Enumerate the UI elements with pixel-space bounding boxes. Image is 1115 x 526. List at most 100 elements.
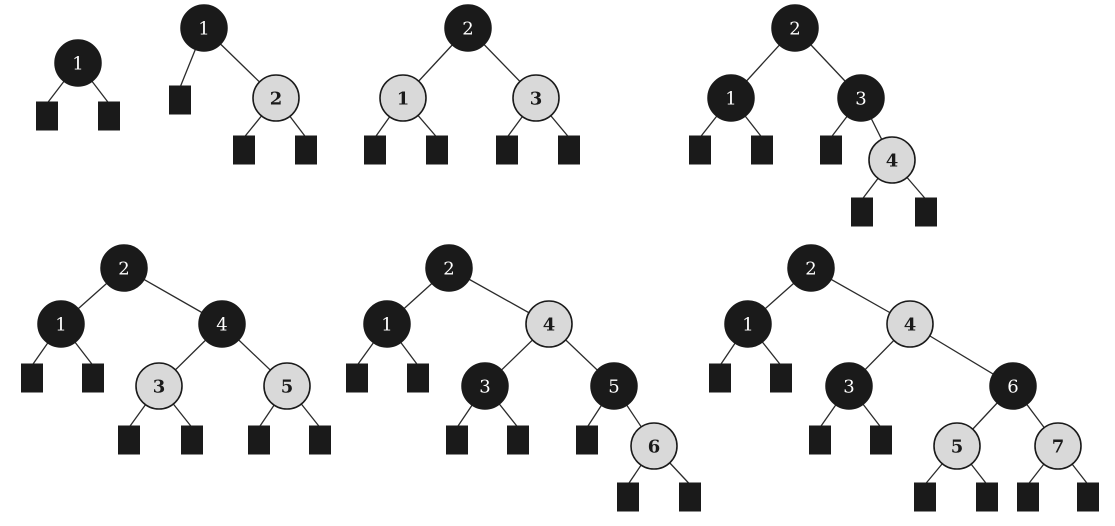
tree-6-node-4: 4 — [525, 300, 573, 348]
node-circle — [363, 300, 411, 348]
tree-2-node-1: 1 — [180, 4, 228, 52]
node-key-label: 4 — [904, 315, 917, 336]
tree-6-node-1: 1 — [363, 300, 411, 348]
node-circle — [198, 300, 246, 348]
tree-7-node-6: 6 — [989, 362, 1037, 410]
tree-5-node-1: 1 — [37, 300, 85, 348]
tree-6-node-2: 2 — [425, 244, 473, 292]
tree-6-nil-leaf — [679, 482, 701, 512]
tree-6-nil-leaf — [617, 482, 639, 512]
tree-7-node-1: 1 — [724, 300, 772, 348]
node-key-label: 2 — [443, 259, 454, 280]
node-circle — [771, 4, 819, 52]
tree-3-nil-leaf — [496, 135, 518, 165]
tree-4-node-2: 2 — [771, 4, 819, 52]
tree-7-nil-leaf — [976, 482, 998, 512]
node-circle — [825, 362, 873, 410]
tree-5-node-4: 4 — [198, 300, 246, 348]
tree-7-node-3: 3 — [825, 362, 873, 410]
tree-5-nil-leaf — [82, 363, 104, 393]
tree-5-nil-leaf — [21, 363, 43, 393]
node-key-label: 2 — [789, 19, 800, 40]
tree-5-nil-leaf — [248, 425, 270, 455]
tree-2-nil-leaf — [169, 85, 191, 115]
node-circle — [425, 244, 473, 292]
tree-5-nil-leaf — [181, 425, 203, 455]
tree-7-node-4: 4 — [886, 300, 934, 348]
node-key-label: 1 — [742, 315, 753, 336]
node-key-label: 4 — [216, 315, 227, 336]
node-key-label: 2 — [462, 19, 473, 40]
tree-3-node-3: 3 — [512, 74, 560, 122]
node-circle — [379, 74, 427, 122]
tree-5-nil-leaf — [118, 425, 140, 455]
tree-3-nil-leaf — [364, 135, 386, 165]
tree-6-nil-leaf — [507, 425, 529, 455]
tree-3-node-2: 2 — [444, 4, 492, 52]
tree-2-nil-leaf — [233, 135, 255, 165]
tree-4-node-1: 1 — [707, 74, 755, 122]
node-key-label: 7 — [1052, 437, 1065, 458]
tree-7-nil-leaf — [914, 482, 936, 512]
tree-3-node-1: 1 — [379, 74, 427, 122]
node-circle — [707, 74, 755, 122]
node-key-label: 4 — [543, 315, 556, 336]
node-key-label: 1 — [55, 315, 66, 336]
node-circle — [724, 300, 772, 348]
tree-5-node-5: 5 — [263, 362, 311, 410]
tree-7-nil-leaf — [870, 425, 892, 455]
node-key-label: 5 — [608, 377, 619, 398]
tree-6-node-5: 5 — [590, 362, 638, 410]
tree-4-nil-leaf — [851, 197, 873, 227]
tree-5-nil-leaf — [309, 425, 331, 455]
tree-6-nil-leaf — [346, 363, 368, 393]
node-circle — [512, 74, 560, 122]
node-key-label: 1 — [381, 315, 392, 336]
node-circle — [180, 4, 228, 52]
node-key-label: 3 — [530, 89, 543, 110]
tree-6-nil-leaf — [576, 425, 598, 455]
tree-2-node-2: 2 — [252, 74, 300, 122]
node-circle — [100, 244, 148, 292]
tree-5-node-3: 3 — [135, 362, 183, 410]
tree-7-node-5: 5 — [933, 422, 981, 470]
tree-1-nil-leaf — [98, 101, 120, 131]
tree-7-node-2: 2 — [787, 244, 835, 292]
node-circle — [54, 39, 102, 87]
node-key-label: 4 — [886, 151, 899, 172]
node-circle — [630, 422, 678, 470]
node-circle — [461, 362, 509, 410]
node-key-label: 2 — [270, 89, 283, 110]
node-circle — [590, 362, 638, 410]
tree-1-nil-leaf — [36, 101, 58, 131]
node-circle — [444, 4, 492, 52]
leaves-layer — [21, 85, 1099, 512]
node-circle — [263, 362, 311, 410]
node-key-label: 2 — [118, 259, 129, 280]
tree-7-nil-leaf — [1077, 482, 1099, 512]
node-key-label: 1 — [397, 89, 410, 110]
node-circle — [135, 362, 183, 410]
node-key-label: 3 — [153, 377, 166, 398]
node-key-label: 1 — [72, 54, 83, 75]
node-key-label: 5 — [281, 377, 294, 398]
node-key-label: 2 — [805, 259, 816, 280]
node-key-label: 6 — [648, 437, 661, 458]
node-key-label: 5 — [951, 437, 964, 458]
node-circle — [252, 74, 300, 122]
tree-6-node-3: 3 — [461, 362, 509, 410]
node-circle — [787, 244, 835, 292]
nodes-layer: 1 2 1 1 3 2 1 4 3 2 1 3 5 4 2 1 3 6 5 4 2 1 3 5 7 6 4 2 — [37, 4, 1082, 470]
tree-3-nil-leaf — [426, 135, 448, 165]
tree-4-nil-leaf — [915, 197, 937, 227]
node-key-label: 6 — [1007, 377, 1018, 398]
tree-3-nil-leaf — [558, 135, 580, 165]
tree-4-nil-leaf — [751, 135, 773, 165]
tree-4-node-4: 4 — [868, 136, 916, 184]
tree-4-node-3: 3 — [837, 74, 885, 122]
node-circle — [837, 74, 885, 122]
tree-6-node-6: 6 — [630, 422, 678, 470]
tree-7-nil-leaf — [809, 425, 831, 455]
node-circle — [868, 136, 916, 184]
node-key-label: 1 — [198, 19, 209, 40]
